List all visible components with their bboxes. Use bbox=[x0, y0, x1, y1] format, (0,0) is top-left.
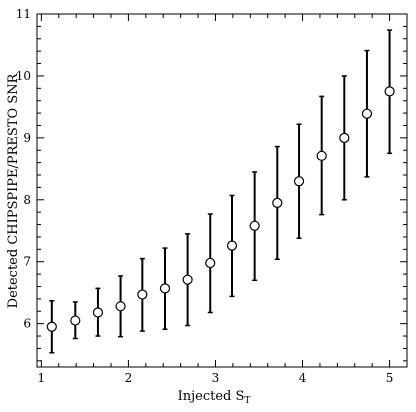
point-marker bbox=[272, 197, 283, 208]
y-tick-label: 8 bbox=[23, 193, 31, 207]
point-marker bbox=[361, 108, 373, 119]
data-point bbox=[115, 275, 126, 338]
data-point bbox=[249, 171, 260, 282]
point-marker bbox=[316, 150, 327, 161]
point-marker bbox=[92, 307, 104, 318]
data-point bbox=[226, 194, 238, 298]
point-marker bbox=[339, 132, 350, 143]
data-point bbox=[316, 95, 327, 216]
point-marker bbox=[182, 274, 193, 285]
data-point bbox=[384, 29, 395, 155]
x-tick-label: 5 bbox=[386, 371, 394, 385]
point-marker bbox=[115, 301, 126, 312]
data-point bbox=[339, 75, 350, 201]
point-marker bbox=[293, 176, 305, 187]
x-axis-label-subscript: T bbox=[244, 396, 250, 406]
data-point bbox=[272, 145, 283, 260]
y-tick-label: 11 bbox=[16, 7, 31, 21]
plot-frame bbox=[36, 13, 408, 368]
x-tick-label: 4 bbox=[299, 371, 307, 385]
data-point bbox=[137, 257, 148, 332]
point-marker bbox=[205, 257, 216, 269]
y-tick-label: 6 bbox=[23, 317, 31, 331]
x-axis-label: Injected ST bbox=[178, 389, 251, 406]
y-tick-label: 7 bbox=[23, 255, 31, 269]
y-axis-label: Detected CHIPSPIPE/PRESTO SNR bbox=[6, 72, 21, 308]
data-point bbox=[70, 301, 81, 340]
point-marker bbox=[384, 86, 395, 97]
point-marker bbox=[70, 315, 81, 326]
x-tick-label: 1 bbox=[38, 371, 46, 385]
x-tick-label: 3 bbox=[212, 371, 220, 385]
data-point bbox=[361, 49, 373, 178]
y-tick-label: 9 bbox=[23, 131, 31, 145]
data-series bbox=[46, 29, 395, 354]
point-marker bbox=[226, 240, 238, 251]
point-marker bbox=[249, 220, 260, 231]
data-point bbox=[92, 287, 104, 337]
y-tick-label: 10 bbox=[16, 69, 31, 83]
axis-ticks bbox=[37, 13, 407, 367]
point-marker bbox=[46, 321, 57, 332]
data-point bbox=[182, 233, 193, 327]
x-axis-label-main: Injected S bbox=[178, 389, 245, 404]
axis-tick-labels: 1 2 3 4 5 6 7 8 9 10 11 bbox=[16, 7, 394, 385]
point-marker bbox=[137, 289, 148, 300]
data-point bbox=[205, 213, 216, 314]
point-marker bbox=[159, 283, 171, 294]
data-point bbox=[46, 299, 57, 354]
x-tick-label: 2 bbox=[125, 371, 133, 385]
data-point bbox=[159, 247, 171, 330]
data-point bbox=[293, 123, 305, 239]
